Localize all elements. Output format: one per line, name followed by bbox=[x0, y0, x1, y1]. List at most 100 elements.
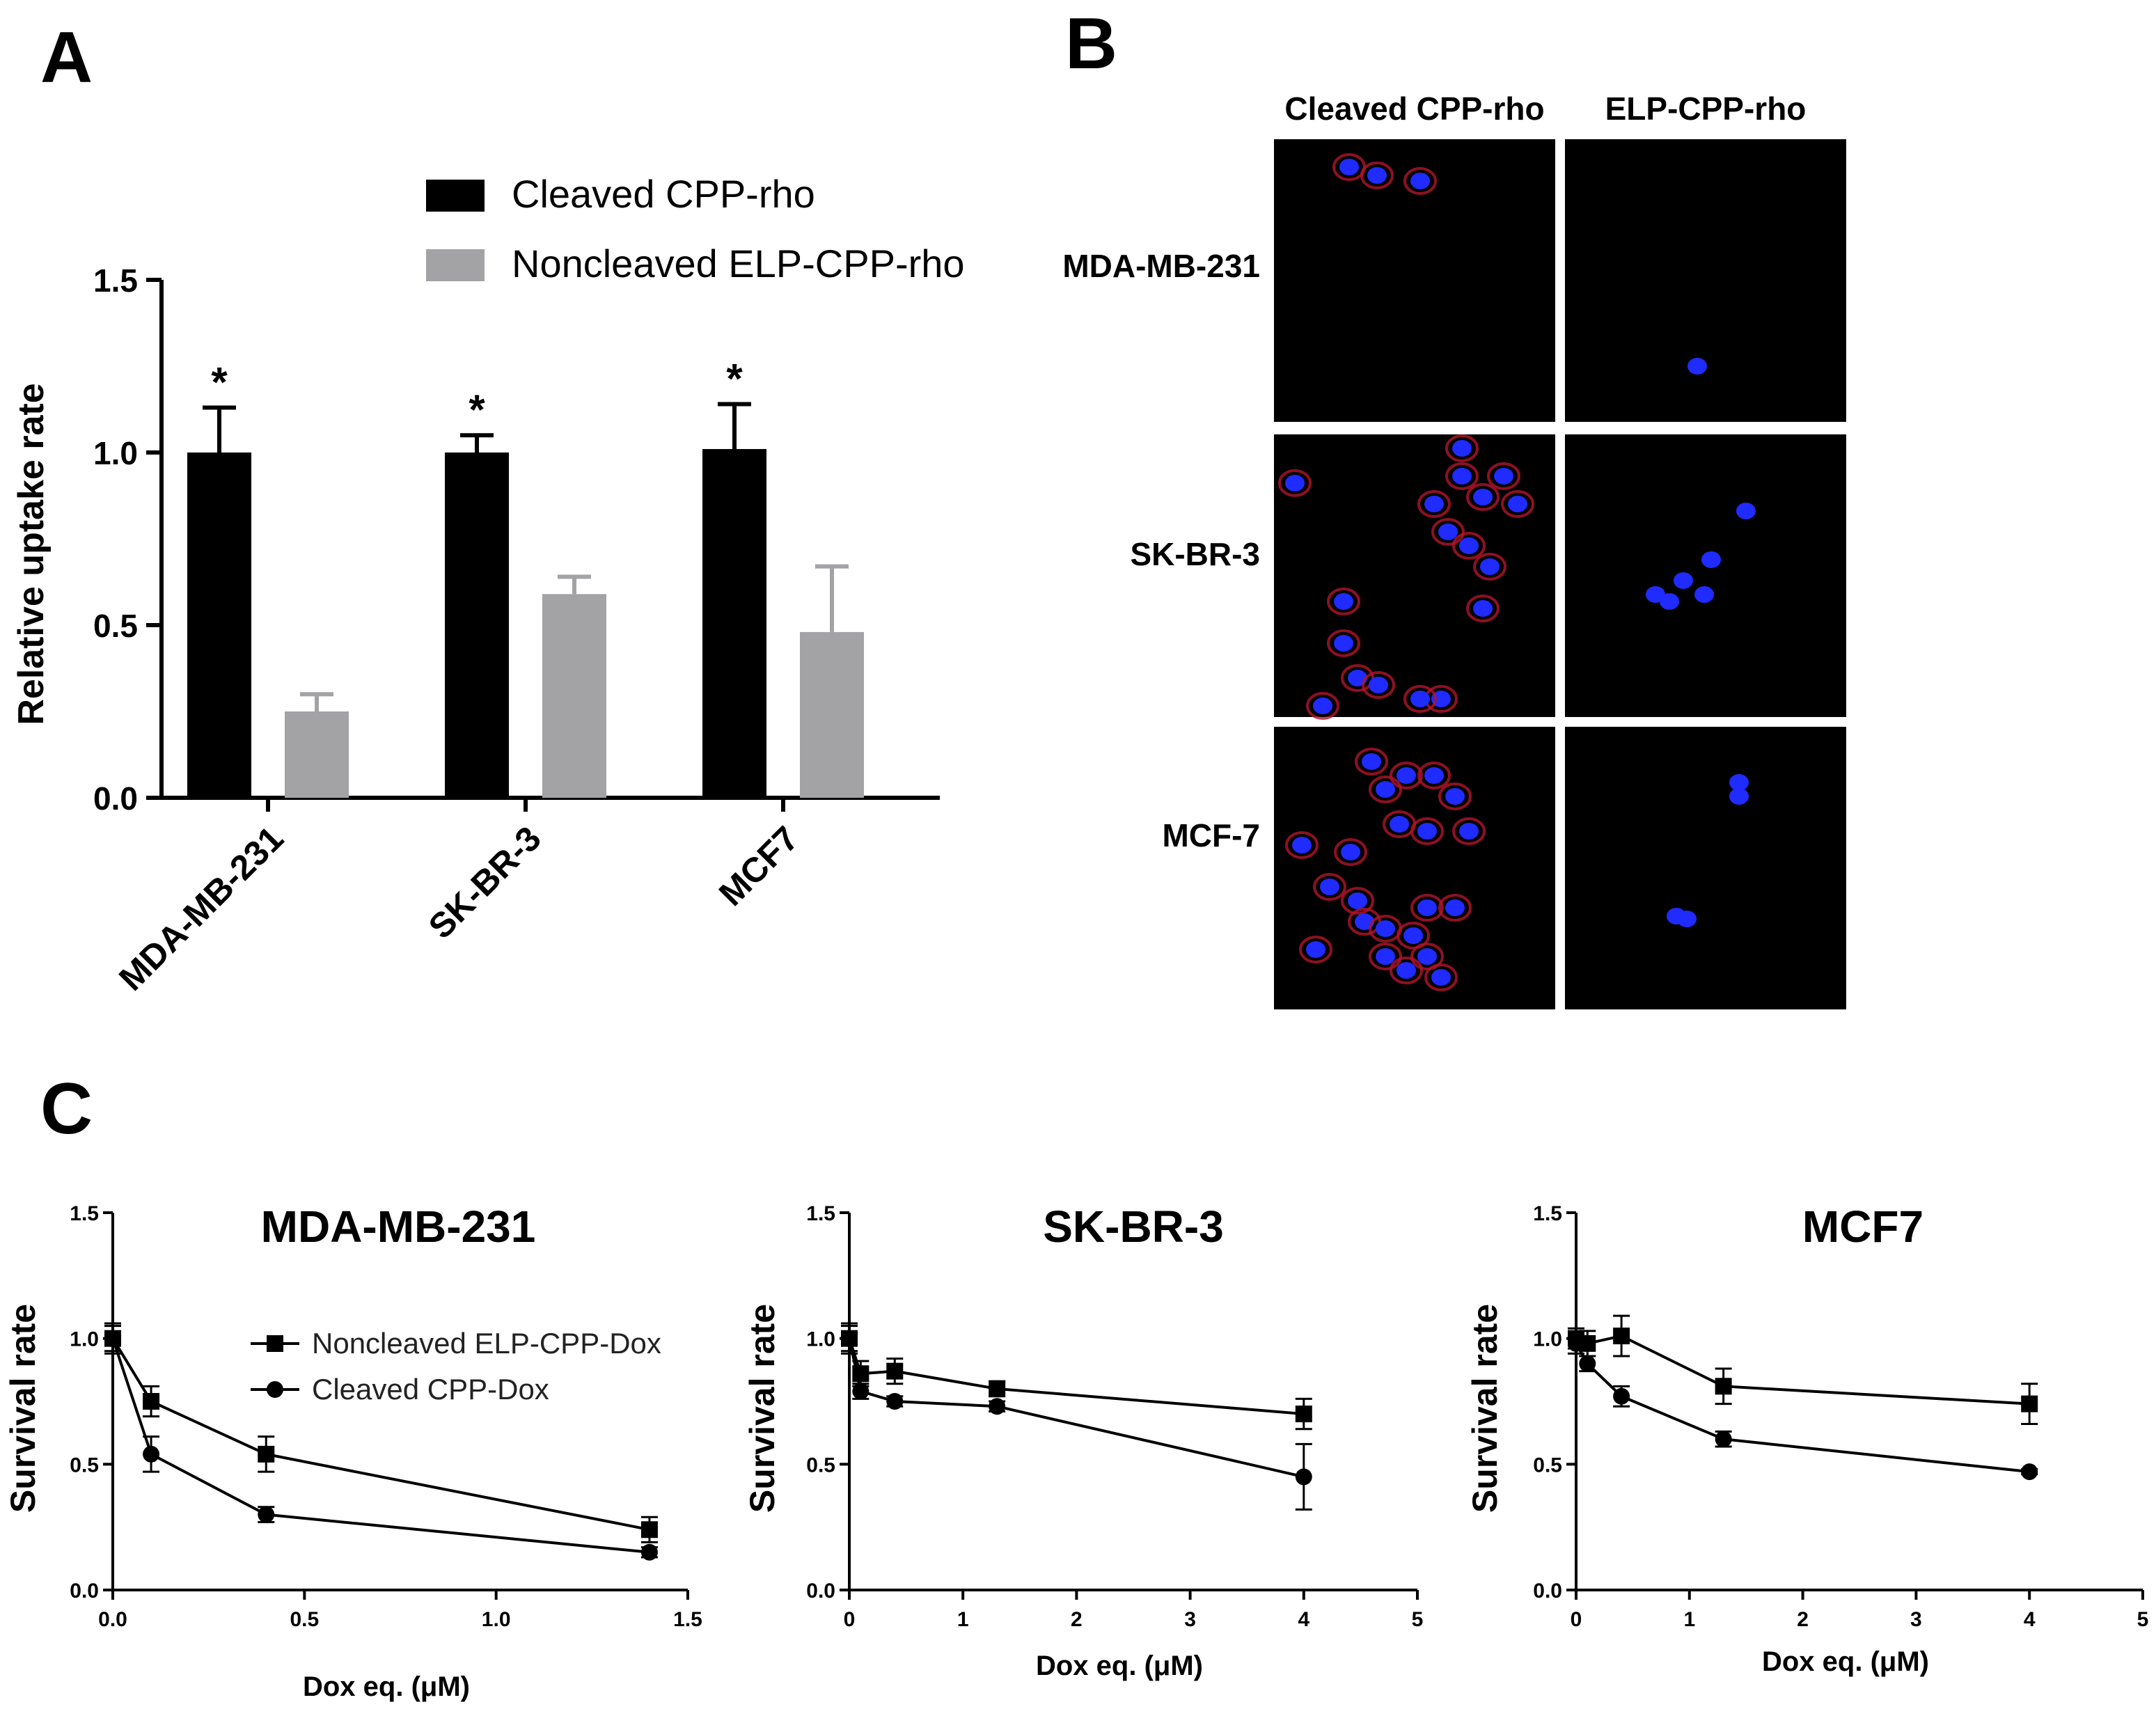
y-axis-title: Survival rate bbox=[1465, 1304, 1504, 1513]
x-tick-label: 4 bbox=[1298, 1608, 1309, 1631]
y-tick-label: 0.5 bbox=[93, 608, 138, 644]
membrane-signal bbox=[1306, 692, 1339, 720]
nucleus bbox=[1445, 788, 1465, 805]
membrane-signal bbox=[1390, 957, 1423, 984]
y-tick-label: 1.5 bbox=[93, 262, 138, 299]
survival-charts: 0.0 0.5 1.0 1.5 0.0 0.5 1.0 1.5 MDA-MB-231 Dox eq… bbox=[3, 1202, 2148, 1702]
nucleus bbox=[1292, 837, 1312, 853]
nucleus bbox=[1410, 691, 1430, 707]
legend-marker-square bbox=[267, 1335, 283, 1352]
nucleus bbox=[1369, 677, 1388, 693]
x-tick-label: 5 bbox=[2137, 1608, 2149, 1631]
data-point-square bbox=[1295, 1406, 1312, 1423]
nucleus bbox=[1334, 593, 1353, 610]
microscopy-grid: Cleaved CPP-rho ELP-CPP-rho MDA-MB-231 SK-B… bbox=[1062, 90, 1846, 1009]
panel-letter-c: C bbox=[40, 1069, 93, 1149]
y-tick-label: 1.5 bbox=[70, 1202, 99, 1225]
nucleus bbox=[1687, 358, 1707, 375]
membrane-signal bbox=[1410, 943, 1444, 970]
x-tick-label: 4 bbox=[2024, 1608, 2036, 1631]
membrane-signal bbox=[1466, 595, 1500, 622]
data-point-circle bbox=[1568, 1335, 1584, 1352]
nucleus bbox=[1417, 823, 1437, 840]
nucleus bbox=[1677, 911, 1697, 927]
membrane-signal bbox=[1334, 838, 1367, 866]
y-tick-label: 1.5 bbox=[806, 1202, 835, 1225]
data-point-square bbox=[1613, 1328, 1630, 1345]
x-category-label: MCF7 bbox=[711, 819, 806, 913]
bar-cleaved bbox=[187, 452, 251, 798]
membrane-signal bbox=[1431, 518, 1465, 546]
data-point-circle bbox=[1579, 1355, 1596, 1372]
nucleus bbox=[1367, 167, 1387, 184]
legend-swatch bbox=[426, 249, 485, 281]
membrane-signal bbox=[1473, 553, 1506, 581]
membrane-signal bbox=[1417, 490, 1451, 518]
x-tick-label: 1.5 bbox=[673, 1608, 702, 1631]
membrane-signal bbox=[1383, 810, 1416, 838]
column-label: Cleaved CPP-rho bbox=[1284, 90, 1544, 127]
x-tick-label: 1.0 bbox=[482, 1608, 511, 1631]
x-tick-label: 3 bbox=[1910, 1608, 1922, 1631]
membrane-signal bbox=[1445, 462, 1479, 490]
membrane-signal bbox=[1417, 762, 1451, 789]
y-axis-title: Survival rate bbox=[743, 1304, 782, 1513]
nucleus bbox=[1445, 899, 1465, 916]
membrane-signal bbox=[1327, 588, 1360, 615]
nucleus bbox=[1701, 551, 1721, 568]
survival-chart: 0.0 0.5 1.0 1.5 0 1 2 3 4 5 SK-BR-3 Dox eq. (μM) Sur… bbox=[743, 1202, 1423, 1681]
x-tick-label: 1 bbox=[1683, 1608, 1695, 1631]
data-point-circle bbox=[1295, 1468, 1312, 1486]
legend-label: Noncleaved ELP-CPP-rho bbox=[512, 242, 965, 285]
nucleus bbox=[1431, 969, 1451, 986]
row-label: MDA-MB-231 bbox=[1062, 248, 1260, 284]
nucleus bbox=[1376, 781, 1395, 798]
data-point-circle bbox=[143, 1445, 160, 1463]
nucleus bbox=[1403, 927, 1423, 944]
membrane-signal bbox=[1341, 887, 1374, 915]
nucleus bbox=[1417, 899, 1437, 916]
x-category-label: SK-BR-3 bbox=[421, 819, 549, 946]
survival-chart: 0.0 0.5 1.0 1.5 0 1 2 3 4 5 MCF7 Dox eq. (μM) Surviv… bbox=[1465, 1202, 2148, 1677]
membrane-signal bbox=[1278, 469, 1312, 497]
data-point-square bbox=[2021, 1395, 2038, 1412]
legend-label: Cleaved CPP-rho bbox=[512, 172, 815, 216]
nucleus bbox=[1396, 767, 1416, 784]
significance-star: * bbox=[469, 386, 485, 433]
membrane-signal bbox=[1396, 922, 1430, 950]
nucleus bbox=[1452, 440, 1472, 457]
x-axis-title: Dox eq. (μM) bbox=[1036, 1651, 1203, 1681]
nucleus bbox=[1313, 698, 1332, 714]
data-point-circle bbox=[104, 1330, 121, 1347]
x-tick-label: 0 bbox=[1571, 1608, 1582, 1631]
series-line bbox=[1575, 1342, 2030, 1474]
membrane-signal bbox=[1362, 671, 1395, 699]
y-tick-label: 1.0 bbox=[806, 1328, 835, 1351]
series-line bbox=[1575, 1334, 2030, 1406]
membrane-signal bbox=[1438, 782, 1472, 810]
membrane-signal bbox=[1355, 748, 1388, 776]
nucleus bbox=[1424, 496, 1444, 512]
x-tick-label: 0 bbox=[844, 1608, 856, 1631]
nucleus bbox=[1736, 503, 1756, 519]
nucleus bbox=[1452, 468, 1472, 485]
y-tick-label: 1.0 bbox=[1533, 1328, 1562, 1351]
membrane-signal bbox=[1452, 817, 1486, 845]
membrane-signal bbox=[1410, 894, 1444, 922]
nucleus bbox=[1438, 524, 1458, 540]
x-tick-label: 1 bbox=[957, 1608, 969, 1631]
nucleus bbox=[1306, 941, 1325, 958]
legend-label: Noncleaved ELP-CPP-Dox bbox=[312, 1327, 661, 1360]
nucleus bbox=[1285, 475, 1305, 491]
series-line bbox=[111, 1338, 650, 1554]
membrane-signal bbox=[1487, 462, 1520, 490]
membrane-signal bbox=[1299, 936, 1332, 963]
nucleus bbox=[1376, 920, 1395, 937]
significance-star: * bbox=[211, 359, 228, 406]
legend-marker-circle bbox=[267, 1381, 283, 1398]
panel-letter-a: A bbox=[40, 17, 93, 98]
column-label: ELP-CPP-rho bbox=[1605, 90, 1807, 127]
x-axis-title: Dox eq. (μM) bbox=[1762, 1646, 1929, 1677]
data-point-circle bbox=[2021, 1463, 2038, 1481]
